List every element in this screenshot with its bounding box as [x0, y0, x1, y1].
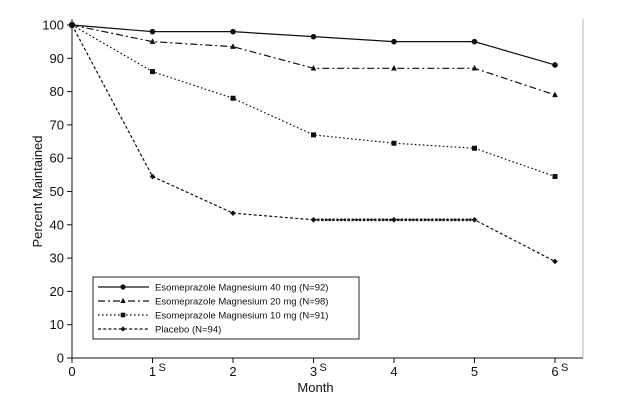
series-3	[71, 24, 558, 180]
data-point	[391, 140, 397, 146]
y-tick-label: 50	[50, 184, 64, 199]
data-point	[149, 38, 156, 44]
y-tick-label: 20	[50, 284, 64, 299]
x-tick-label: 3	[310, 364, 317, 379]
series-4	[71, 24, 558, 265]
x-tick-label: 6	[551, 364, 558, 379]
y-tick-label: 60	[50, 151, 64, 166]
y-tick-label: 40	[50, 217, 64, 232]
significance-mark: S	[320, 362, 327, 374]
data-point	[311, 132, 316, 138]
legend-label: Esomeprazole Magnesium 20 mg (N=98)	[155, 297, 328, 308]
series-line	[71, 24, 556, 66]
x-tick-label: 2	[229, 364, 236, 379]
data-point	[310, 64, 317, 71]
y-axis-title: Percent Maintained	[30, 135, 45, 247]
series-1	[71, 24, 558, 68]
x-tick-label: 5	[471, 364, 478, 379]
legend-label: Placebo (N=94)	[155, 325, 221, 336]
significance-mark: S	[159, 362, 166, 374]
data-point	[552, 174, 558, 180]
x-tick-label: 1	[149, 364, 156, 379]
data-point	[472, 145, 477, 151]
y-tick-label: 0	[57, 351, 64, 366]
y-tick-label: 10	[50, 317, 64, 332]
data-point	[120, 326, 126, 332]
x-tick-label: 4	[390, 364, 397, 379]
data-point	[310, 33, 317, 40]
x-axis-title: Month	[297, 380, 333, 395]
y-tick-label: 90	[50, 51, 64, 66]
legend: Esomeprazole Magnesium 40 mg (N=92) Esome…	[92, 276, 360, 340]
data-point	[552, 62, 558, 68]
series-2	[71, 24, 558, 98]
data-point	[150, 69, 155, 75]
data-point	[230, 28, 236, 35]
data-point	[552, 91, 558, 98]
y-tick-label: 100	[42, 18, 64, 33]
x-tick-label: 0	[68, 364, 75, 379]
significance-mark: S	[561, 362, 568, 374]
series-line	[71, 24, 556, 178]
data-point	[149, 28, 156, 35]
series-line	[71, 24, 556, 262]
data-point	[230, 95, 236, 101]
data-point	[230, 43, 236, 49]
data-point	[68, 21, 76, 29]
y-tick-label: 70	[50, 117, 64, 132]
data-point	[149, 173, 156, 180]
data-point	[120, 312, 126, 318]
y-tick-label: 80	[50, 84, 64, 99]
series-layer	[68, 21, 558, 265]
data-point	[391, 64, 397, 71]
legend-label: Esomeprazole Magnesium 10 mg (N=91)	[155, 311, 328, 322]
y-tick-label: 30	[50, 251, 64, 266]
data-point	[471, 64, 478, 71]
legend-label: Esomeprazole Magnesium 40 mg (N=92)	[155, 283, 328, 294]
data-point	[120, 297, 126, 303]
data-point	[552, 258, 558, 265]
data-point	[471, 38, 478, 45]
data-point	[120, 284, 126, 290]
data-point	[230, 210, 236, 216]
data-point	[391, 38, 397, 45]
